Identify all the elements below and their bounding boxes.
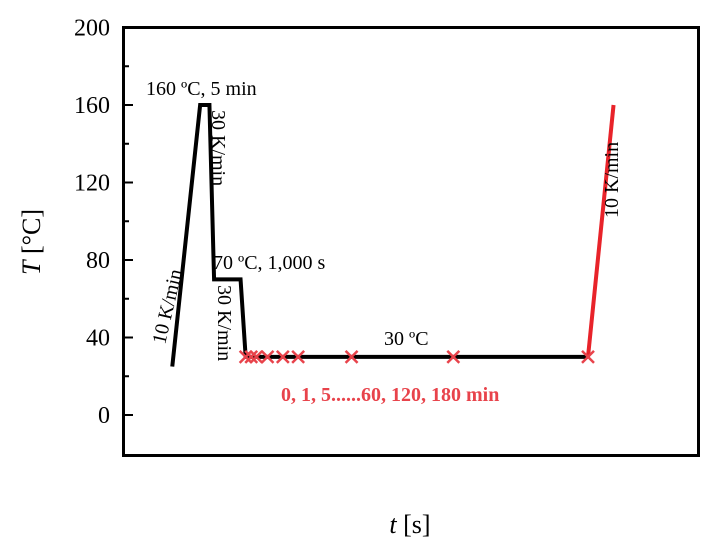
- aging-marker: [275, 349, 290, 364]
- y-tick-label: 200: [74, 16, 110, 42]
- aging-marker: [344, 349, 359, 364]
- y-tick-label: 120: [74, 171, 110, 197]
- annotation-cool-2: 30 K/min: [213, 285, 235, 361]
- aging-marker: [244, 349, 259, 364]
- y-tick-label: 0: [98, 403, 110, 429]
- annotation-heat-1: 10 K/min: [148, 267, 187, 346]
- y-axis-title: T [°C]: [17, 209, 46, 275]
- series-line-reheating: [586, 104, 616, 358]
- annotation-aging-times: 0, 1, 5......60, 120, 180 min: [281, 384, 499, 406]
- aging-marker: [446, 349, 461, 364]
- x-axis-title: t [s]: [389, 510, 430, 539]
- aging-marker: [291, 349, 306, 364]
- aging-marker: [238, 349, 253, 364]
- x-axis-unit: [s]: [397, 510, 431, 539]
- y-tick-label: 80: [86, 248, 110, 274]
- annotation-cool-1: 30 K/min: [207, 110, 229, 186]
- y-axis-unit: [°C]: [17, 209, 46, 261]
- aging-marker: [581, 349, 595, 364]
- x-axis-symbol: t: [389, 510, 397, 539]
- annotation-hold-70: 70 ºC, 1,000 s: [213, 252, 326, 274]
- annotation-hold-160: 160 ºC, 5 min: [146, 78, 257, 100]
- y-axis: 0 40 80 120 160 200: [74, 16, 133, 429]
- plot-frame: [122, 26, 700, 457]
- annotation-heat-2: 10 K/min: [601, 142, 623, 218]
- aging-marker: [249, 349, 264, 364]
- y-tick-label: 40: [86, 326, 110, 352]
- marker-group: [238, 349, 595, 364]
- annotation-iso-30: 30 ºC: [384, 328, 429, 350]
- y-tick-label: 160: [74, 93, 110, 119]
- aging-marker: [260, 349, 275, 364]
- y-axis-symbol: T: [17, 259, 46, 275]
